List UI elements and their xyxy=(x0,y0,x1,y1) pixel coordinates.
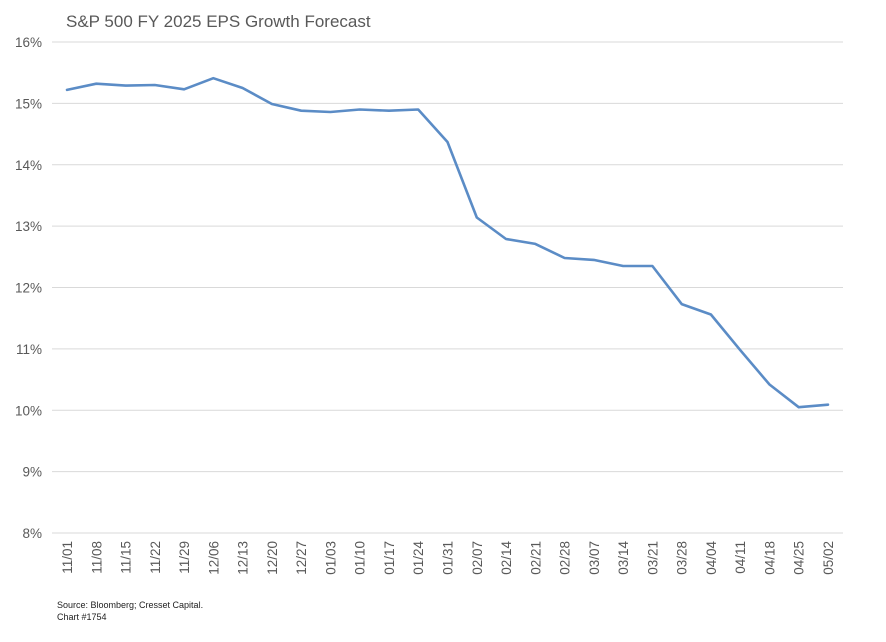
x-tick-label: 11/01 xyxy=(60,541,75,574)
x-tick-label: 02/28 xyxy=(558,541,573,575)
x-tick-label: 12/06 xyxy=(206,541,221,575)
x-tick-label: 11/29 xyxy=(177,541,192,574)
x-axis-ticks: 11/01 11/08 11/15 11/22 11/29 12/06 12/13 12/20… xyxy=(60,541,836,575)
gridlines xyxy=(52,41,843,534)
x-tick-label: 01/10 xyxy=(353,541,368,575)
y-tick-label: 13% xyxy=(15,219,42,234)
x-tick-label: 11/15 xyxy=(119,541,134,574)
x-tick-label: 04/25 xyxy=(792,541,807,575)
y-tick-label: 10% xyxy=(15,403,42,418)
y-axis-ticks: 8% 9% 10% 11% 12% 13% 14% 15% 16% xyxy=(15,35,42,541)
series-line xyxy=(65,76,830,409)
x-tick-label: 04/11 xyxy=(733,541,748,574)
x-tick-label: 03/28 xyxy=(675,541,690,575)
y-tick-label: 8% xyxy=(22,526,42,541)
x-tick-label: 04/04 xyxy=(704,541,719,575)
x-tick-label: 03/14 xyxy=(616,541,631,575)
x-tick-label: 12/20 xyxy=(265,541,280,575)
x-tick-label: 11/22 xyxy=(148,541,163,574)
x-tick-label: 01/17 xyxy=(382,541,397,575)
y-tick-label: 12% xyxy=(15,281,42,296)
x-tick-label: 05/02 xyxy=(821,541,836,575)
y-tick-label: 9% xyxy=(22,465,42,480)
x-tick-label: 02/21 xyxy=(528,541,543,575)
x-tick-label: 01/03 xyxy=(323,541,338,575)
x-tick-label: 03/21 xyxy=(645,541,660,575)
chart-id: Chart #1754 xyxy=(57,612,107,622)
x-tick-label: 04/18 xyxy=(762,541,777,575)
chart-title: S&P 500 FY 2025 EPS Growth Forecast xyxy=(66,12,371,31)
source-text: Source: Bloomberg; Cresset Capital. xyxy=(57,600,204,610)
x-tick-label: 02/07 xyxy=(470,541,485,575)
x-tick-label: 03/07 xyxy=(587,541,602,575)
x-tick-label: 02/14 xyxy=(499,541,514,575)
y-tick-label: 11% xyxy=(16,342,42,357)
x-tick-label: 12/27 xyxy=(294,541,309,575)
y-tick-label: 15% xyxy=(15,96,42,111)
x-tick-label: 12/13 xyxy=(236,541,251,575)
y-tick-label: 16% xyxy=(15,35,42,50)
source-note: Source: Bloomberg; Cresset Capital. Char… xyxy=(57,599,203,623)
x-tick-label: 01/24 xyxy=(411,541,426,575)
x-tick-label: 01/31 xyxy=(441,541,456,575)
x-tick-label: 11/08 xyxy=(89,541,104,574)
series-layer xyxy=(65,76,830,409)
y-tick-label: 14% xyxy=(15,158,42,173)
